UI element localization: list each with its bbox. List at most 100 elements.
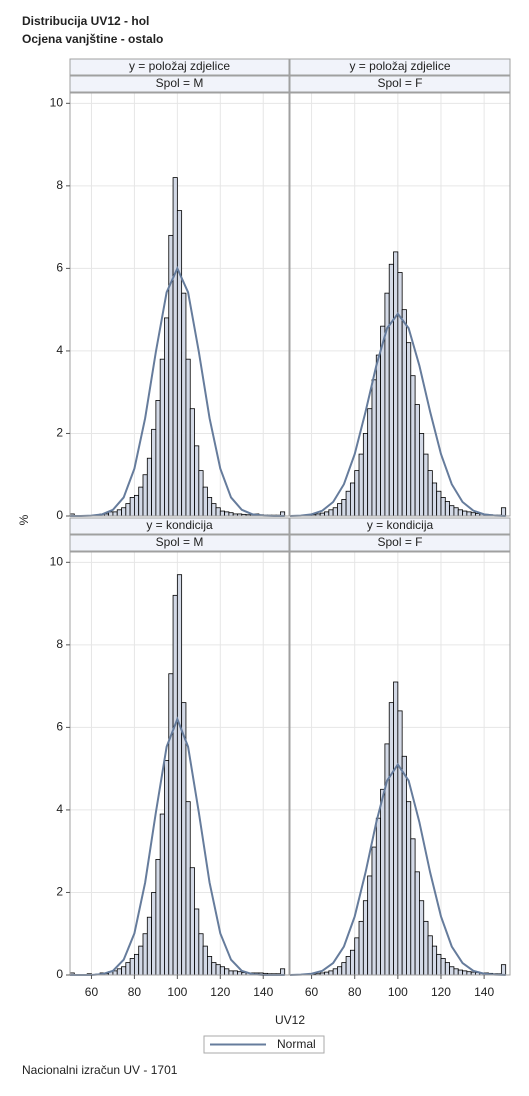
bar <box>375 354 381 517</box>
bar <box>164 760 170 976</box>
bar <box>328 509 334 517</box>
bar <box>457 509 463 517</box>
bar <box>202 486 208 517</box>
bar <box>116 968 122 976</box>
bar <box>449 966 455 976</box>
bar <box>198 470 204 517</box>
bar <box>410 838 416 976</box>
bar <box>337 966 343 976</box>
chart-subtitle: Ocjena vanjštine - ostalo <box>22 32 163 46</box>
bar <box>202 945 208 976</box>
panel-border <box>69 92 290 517</box>
bar <box>401 309 407 517</box>
bar <box>198 933 204 976</box>
bar <box>466 511 472 517</box>
bar <box>185 358 191 517</box>
x-tick-label: 140 <box>253 985 273 999</box>
bar <box>444 501 451 517</box>
bar <box>423 920 429 976</box>
bar <box>215 964 221 976</box>
panel-header <box>289 517 511 535</box>
bar <box>380 325 386 517</box>
bar <box>453 507 459 517</box>
bar <box>345 956 351 976</box>
bar <box>414 404 420 517</box>
bar <box>194 908 200 976</box>
bar <box>367 408 373 517</box>
bar <box>125 503 131 517</box>
bar <box>142 933 148 976</box>
bar <box>168 673 174 976</box>
bar <box>228 970 234 976</box>
x-axis-label: UV12 <box>275 1013 305 1027</box>
bar <box>151 892 157 976</box>
normal-curve <box>70 716 285 976</box>
bar <box>232 970 238 976</box>
bar <box>341 962 347 976</box>
bar <box>431 945 438 976</box>
x-tick-label: 120 <box>431 985 451 999</box>
y-tick-label: 0 <box>56 508 63 522</box>
y-tick-label: 2 <box>56 885 63 899</box>
x-tick-label: 60 <box>85 985 99 999</box>
y-tick-label: 0 <box>56 967 63 981</box>
panel-header <box>289 75 511 93</box>
x-tick-label: 60 <box>305 985 319 999</box>
panel-row-label: y = kondicija <box>367 518 434 532</box>
y-tick-label: 6 <box>56 261 63 275</box>
bar <box>423 453 429 517</box>
bar <box>134 953 140 976</box>
bar <box>380 788 386 976</box>
bar <box>129 958 135 976</box>
bar <box>224 968 230 976</box>
bar <box>207 956 213 976</box>
x-tick-label: 100 <box>388 985 408 999</box>
bar <box>332 968 338 976</box>
panel-col-label: Spol = M <box>156 535 204 549</box>
bar <box>414 871 420 976</box>
x-tick-label: 140 <box>474 985 494 999</box>
y-tick-label: 6 <box>56 720 63 734</box>
bar <box>367 875 373 976</box>
bar <box>176 210 183 517</box>
bar <box>406 342 412 517</box>
bar <box>388 702 394 976</box>
bar <box>219 966 225 976</box>
chart-title: Distribucija UV12 - hol <box>22 14 149 28</box>
bar <box>436 490 442 517</box>
bar <box>328 970 334 976</box>
bar <box>371 379 377 517</box>
bar <box>349 482 356 517</box>
normal-curve <box>70 265 285 517</box>
bar <box>341 499 347 517</box>
x-tick-label: 100 <box>167 985 187 999</box>
bar <box>362 900 369 976</box>
bar <box>393 681 399 976</box>
bar <box>397 272 403 517</box>
bar <box>207 497 213 517</box>
bar <box>462 970 468 976</box>
bar <box>112 511 118 517</box>
panel-border <box>69 551 290 976</box>
bar <box>176 574 183 976</box>
bar <box>181 702 187 976</box>
bar <box>457 969 463 976</box>
bar <box>116 509 122 517</box>
y-tick-label: 2 <box>56 426 63 440</box>
bar <box>401 755 407 976</box>
panel-row-label: y = položaj zdjelice <box>349 59 450 73</box>
legend-label: Normal <box>277 1037 316 1051</box>
bar <box>406 801 412 976</box>
bar <box>164 317 170 517</box>
bar <box>219 510 225 517</box>
bar <box>125 962 131 976</box>
bar <box>134 494 140 517</box>
bar <box>362 433 369 517</box>
y-tick-label: 10 <box>50 554 64 568</box>
panel-row-label: y = položaj zdjelice <box>129 59 230 73</box>
y-tick-label: 4 <box>56 343 63 357</box>
bar <box>142 474 148 517</box>
bar <box>427 935 433 976</box>
